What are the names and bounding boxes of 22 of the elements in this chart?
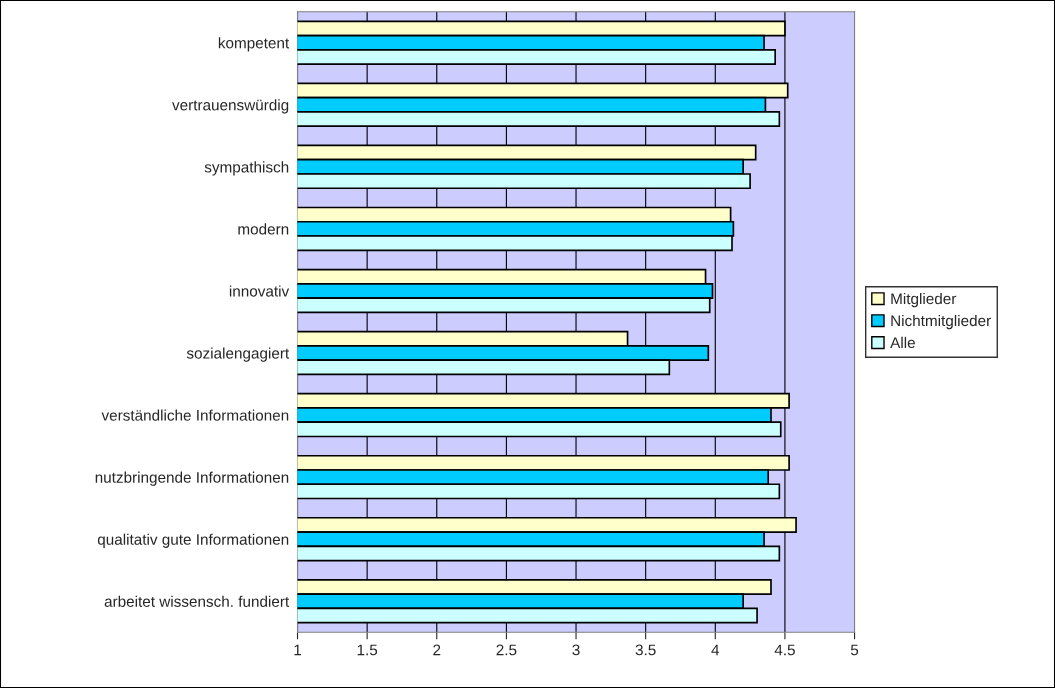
x-tick-label: 1	[294, 644, 302, 656]
x-tick-label: 2	[433, 644, 441, 656]
y-tick-label: innovativ	[229, 285, 290, 297]
y-tick-label: qualitativ gute Informationen	[97, 533, 289, 548]
y-tick-label: modern	[238, 223, 289, 235]
legend-label: Mitglieder	[891, 292, 957, 308]
y-tick-label: vertrauenswürdig	[172, 99, 289, 114]
x-tick-label: 3.5	[635, 644, 656, 656]
y-tick-label: verständliche Informationen	[101, 409, 289, 421]
x-tick-label: 5	[850, 644, 859, 656]
legend-label: Nichtmitglieder	[891, 314, 991, 330]
legend-label: Alle	[890, 336, 915, 349]
x-tick-label: 1.5	[357, 644, 378, 656]
y-tick-label: nutzbringende Informationen	[95, 471, 289, 486]
y-tick-label: kompetent	[218, 37, 290, 52]
x-tick-label: 2.5	[496, 644, 517, 656]
x-tick-label: 4.5	[774, 644, 795, 656]
y-tick-label: sympathisch	[204, 161, 289, 176]
y-tick-label: arbeitet wissensch. fundiert	[104, 595, 290, 607]
y-tick-label: sozialengagiert	[186, 347, 290, 362]
x-tick-label: 3	[572, 644, 580, 656]
x-tick-label: 4	[711, 644, 720, 656]
